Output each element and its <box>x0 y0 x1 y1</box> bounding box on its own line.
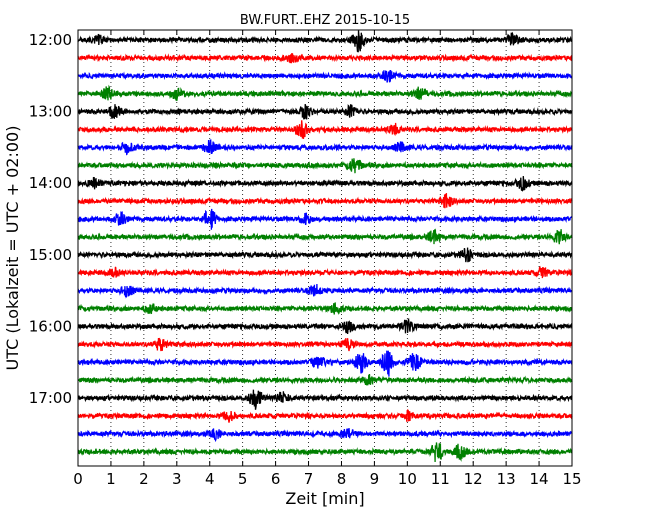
x-axis: 0 1 2 3 4 5 6 7 8 9 10 11 12 13 14 15 <box>73 30 582 488</box>
seismic-trace <box>77 428 573 443</box>
seismic-trace <box>77 84 573 101</box>
x-tick-label: 2 <box>139 470 149 488</box>
seismic-trace <box>77 176 573 192</box>
x-tick-label: 10 <box>398 470 417 488</box>
y-tick-label: 17:00 <box>29 389 72 407</box>
seismic-trace <box>77 265 573 279</box>
x-tick-label: 13 <box>497 470 516 488</box>
x-tick-label: 12 <box>464 470 483 488</box>
plot-frame <box>77 29 573 467</box>
seismic-trace <box>77 373 573 386</box>
seismic-trace <box>77 408 573 423</box>
x-axis-label: Zeit [min] <box>285 489 364 508</box>
seismic-trace <box>77 139 573 156</box>
y-tick-label: 14:00 <box>29 174 72 192</box>
seismic-trace <box>77 52 573 64</box>
y-tick-label: 15:00 <box>29 246 72 264</box>
seismic-trace <box>77 193 573 209</box>
x-tick-label: 8 <box>337 470 347 488</box>
x-tick-label: 6 <box>271 470 281 488</box>
x-tick-label: 3 <box>172 470 182 488</box>
seismic-trace <box>77 158 573 174</box>
seismic-trace <box>77 69 573 83</box>
y-tick-label: 12:00 <box>29 31 72 49</box>
seismic-trace <box>77 228 573 245</box>
trace-group <box>77 30 573 463</box>
seismic-trace <box>77 120 573 139</box>
seismic-trace <box>77 389 573 410</box>
x-tick-label: 14 <box>530 470 549 488</box>
x-tick-label: 4 <box>205 470 215 488</box>
seismic-trace <box>77 442 573 463</box>
seismic-trace <box>77 350 573 377</box>
seismic-trace <box>77 247 573 263</box>
x-tick-label: 9 <box>370 470 380 488</box>
grid <box>110 30 540 466</box>
seismic-trace <box>77 317 573 334</box>
chart-title: BW.FURT..EHZ 2015-10-15 <box>240 13 410 28</box>
y-axis-label: UTC (Lokalzeit = UTC + 02:00) <box>3 126 22 371</box>
y-axis: 12:00 13:00 14:00 15:00 16:00 17:00 <box>29 31 572 407</box>
x-tick-label: 5 <box>238 470 248 488</box>
seismic-trace <box>77 30 573 53</box>
x-tick-label: 1 <box>106 470 116 488</box>
seismic-trace <box>77 302 573 315</box>
seismic-trace <box>77 337 573 352</box>
y-tick-label: 16:00 <box>29 317 72 335</box>
seismic-trace <box>77 208 573 230</box>
x-tick-label: 7 <box>304 470 314 488</box>
y-tick-label: 13:00 <box>29 103 72 121</box>
x-tick-label: 0 <box>73 470 83 488</box>
x-tick-label: 15 <box>562 470 581 488</box>
seismic-trace <box>77 104 573 120</box>
seismic-trace <box>77 283 573 299</box>
x-tick-label: 11 <box>431 470 450 488</box>
